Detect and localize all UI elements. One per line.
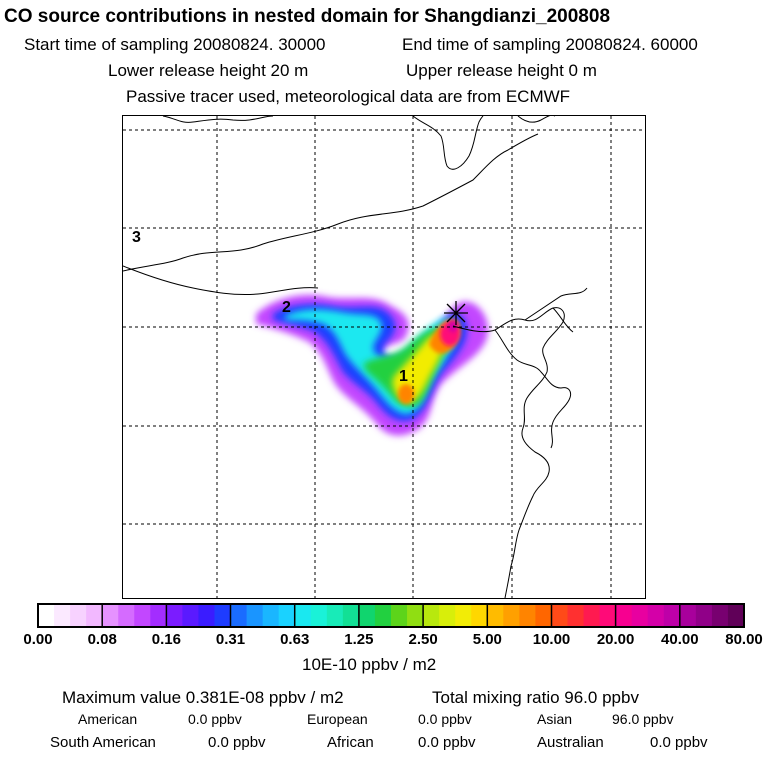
colorbar-cell [166, 604, 184, 627]
map-panel: 1 2 3 [122, 115, 646, 599]
upper-release-height-text: Upper release height 0 m [406, 61, 597, 80]
colorbar-cell [727, 604, 745, 627]
colorbar-cell [70, 604, 87, 627]
colorbar-tick-label: 20.00 [596, 631, 635, 648]
colorbar-frame [37, 603, 745, 628]
tracer-note-text: Passive tracer used, meteorological data… [126, 87, 571, 106]
region-label-2: 2 [282, 299, 291, 316]
country-borders [123, 116, 588, 598]
colorbar-cell [38, 604, 55, 627]
colorbar-cell [262, 604, 280, 627]
colorbar-cell [391, 604, 408, 627]
colorbar-tick-label: 1.25 [344, 631, 374, 648]
colorbar-cell [711, 604, 729, 627]
asian-label: Asian [537, 711, 573, 727]
colorbar [37, 603, 745, 628]
south-american-value: 0.0 ppbv [208, 734, 266, 751]
colorbar-tick-label: 40.00 [661, 631, 699, 648]
colorbar-cell [455, 604, 472, 627]
colorbar-cell [150, 604, 167, 627]
colorbar-cell [326, 604, 344, 627]
colorbar-cell [310, 604, 328, 627]
map-canvas: 1 2 3 [123, 116, 645, 598]
max-value-text: Maximum value 0.381E-08 ppbv / m2 [62, 688, 344, 707]
colorbar-cell [439, 604, 456, 627]
colorbar-cell [695, 604, 713, 627]
australian-value: 0.0 ppbv [650, 734, 708, 751]
lat-lon-grid [123, 116, 645, 598]
colorbar-cell [134, 604, 151, 627]
colorbar-cell [599, 604, 617, 627]
colorbar-tick-label: 0.63 [280, 631, 310, 648]
colorbar-cell [86, 604, 103, 627]
end-time-text: End time of sampling 20080824. 60000 [402, 35, 698, 54]
colorbar-tick-label: 5.00 [472, 631, 502, 648]
colorbar-tick-label: 0.31 [215, 631, 246, 648]
total-mixing-ratio-text: Total mixing ratio 96.0 ppbv [432, 688, 639, 707]
colorbar-cell [503, 604, 520, 627]
african-label: African [327, 734, 374, 751]
european-value: 0.0 ppbv [418, 711, 472, 727]
colorbar-tick-label: 0.16 [151, 631, 181, 648]
colorbar-cell [535, 604, 553, 627]
colorbar-cell [583, 604, 601, 627]
plume-hotspot-southwest [398, 384, 414, 404]
colorbar-tick-label: 0.00 [23, 631, 53, 648]
colorbar-cell [679, 604, 697, 627]
asterisk-receptor-icon [444, 301, 468, 325]
region-label-1: 1 [399, 368, 408, 385]
colorbar-cell [118, 604, 135, 627]
colorbar-cell [358, 604, 376, 627]
european-label: European [307, 711, 368, 727]
american-label: American [78, 711, 138, 727]
page-title: CO source contributions in nested domain… [4, 6, 611, 27]
colorbar-cell [246, 604, 264, 627]
australian-label: Australian [537, 734, 604, 751]
american-value: 0.0 ppbv [188, 711, 242, 727]
colorbar-cell [631, 604, 649, 627]
colorbar-cell [615, 604, 633, 627]
colorbar-cell [198, 604, 216, 627]
colorbar-tick-label: 2.50 [408, 631, 438, 648]
colorbar-cell [647, 604, 665, 627]
african-value: 0.0 ppbv [418, 734, 476, 751]
colorbar-tick-label: 0.08 [87, 631, 117, 648]
colorbar-cell [374, 604, 392, 627]
colorbar-tick-label: 80.00 [725, 631, 763, 648]
south-american-label: South American [50, 734, 156, 751]
colorbar-cell [663, 604, 681, 627]
colorbar-cell [471, 604, 488, 627]
region-label-3: 3 [132, 229, 141, 246]
colorbar-cell [519, 604, 537, 627]
colorbar-unit: 10E-10 ppbv / m2 [302, 655, 437, 674]
colorbar-cell [230, 604, 248, 627]
colorbar-cell [551, 604, 569, 627]
concentration-plume [256, 294, 489, 436]
colorbar-cell [342, 604, 360, 627]
colorbar-cell [567, 604, 585, 627]
lower-release-height-text: Lower release height 20 m [108, 61, 309, 80]
colorbar-cell [278, 604, 296, 627]
colorbar-tick-label: 10.00 [532, 631, 571, 648]
start-time-text: Start time of sampling 20080824. 30000 [24, 35, 326, 54]
colorbar-cell [487, 604, 504, 627]
colorbar-cell [423, 604, 440, 627]
colorbar-cell [102, 604, 119, 627]
asian-value: 96.0 ppbv [612, 711, 674, 727]
colorbar-cell [214, 604, 232, 627]
colorbar-cell [294, 604, 312, 627]
colorbar-cell [54, 604, 71, 627]
colorbar-cell [182, 604, 200, 627]
colorbar-cell [407, 604, 424, 627]
